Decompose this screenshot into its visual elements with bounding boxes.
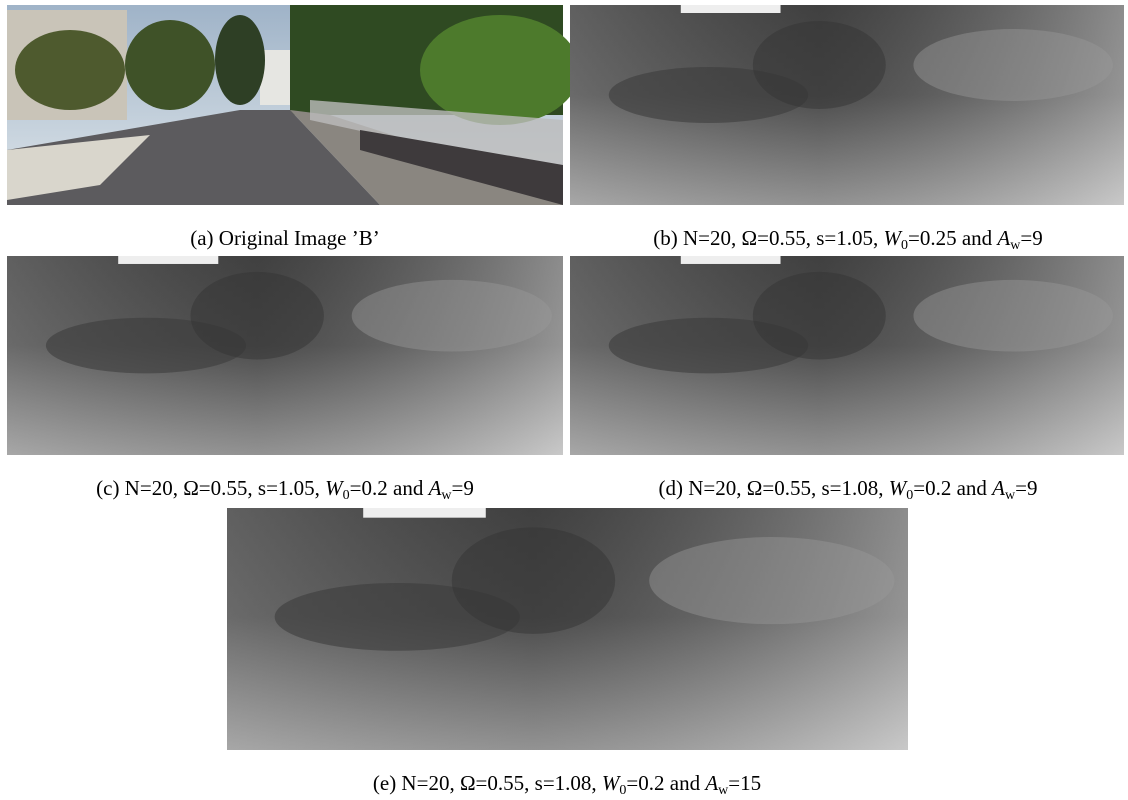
depth-map: [570, 5, 1124, 205]
caption-variable: W: [889, 476, 907, 500]
caption-subscript: w: [1010, 238, 1020, 253]
caption: (c) N=20, Ω=0.55, s=1.05, W0=0.2 and Aw=…: [96, 476, 474, 501]
caption-variable: A: [429, 476, 442, 500]
figure-page: (a) Original Image ’B’ (b) N=20, Ω=0.55,…: [0, 0, 1128, 800]
caption-variable: W: [884, 226, 902, 250]
caption-text: =0.2 and: [350, 476, 429, 500]
depth-map: [227, 508, 908, 750]
caption-text: =0.25 and: [908, 226, 997, 250]
original-image: [7, 5, 580, 205]
caption-subscript: 0: [901, 238, 908, 253]
caption-subscript: 0: [906, 488, 913, 503]
caption: (b) N=20, Ω=0.55, s=1.05, W0=0.25 and Aw…: [653, 226, 1042, 251]
caption-subscript: w: [441, 488, 451, 503]
depth-map: [570, 256, 1124, 455]
depth-map: [7, 256, 563, 455]
caption-variable: W: [325, 476, 343, 500]
caption-text: =0.2 and: [626, 771, 705, 795]
caption-text: (b) N=20, Ω=0.55, s=1.05,: [653, 226, 883, 250]
caption-text: =15: [728, 771, 761, 795]
caption-variable: A: [705, 771, 718, 795]
caption-variable: A: [992, 476, 1005, 500]
caption-text: (e) N=20, Ω=0.55, s=1.08,: [373, 771, 602, 795]
caption-text: (a) Original Image ’B’: [190, 226, 380, 250]
caption-text: (c) N=20, Ω=0.55, s=1.05,: [96, 476, 325, 500]
caption-text: =9: [1015, 476, 1037, 500]
caption-subscript: w: [1005, 488, 1015, 503]
caption-subscript: 0: [619, 783, 626, 798]
caption: (d) N=20, Ω=0.55, s=1.08, W0=0.2 and Aw=…: [659, 476, 1038, 501]
caption-text: =9: [452, 476, 474, 500]
caption-text: (d) N=20, Ω=0.55, s=1.08,: [659, 476, 889, 500]
caption-variable: A: [997, 226, 1010, 250]
caption-subscript: 0: [343, 488, 350, 503]
caption-text: =0.2 and: [913, 476, 992, 500]
caption: (a) Original Image ’B’: [190, 226, 380, 251]
caption-text: =9: [1020, 226, 1042, 250]
figure-images: [0, 0, 1128, 800]
caption: (e) N=20, Ω=0.55, s=1.08, W0=0.2 and Aw=…: [373, 771, 761, 796]
caption-variable: W: [602, 771, 620, 795]
caption-subscript: w: [718, 783, 728, 798]
